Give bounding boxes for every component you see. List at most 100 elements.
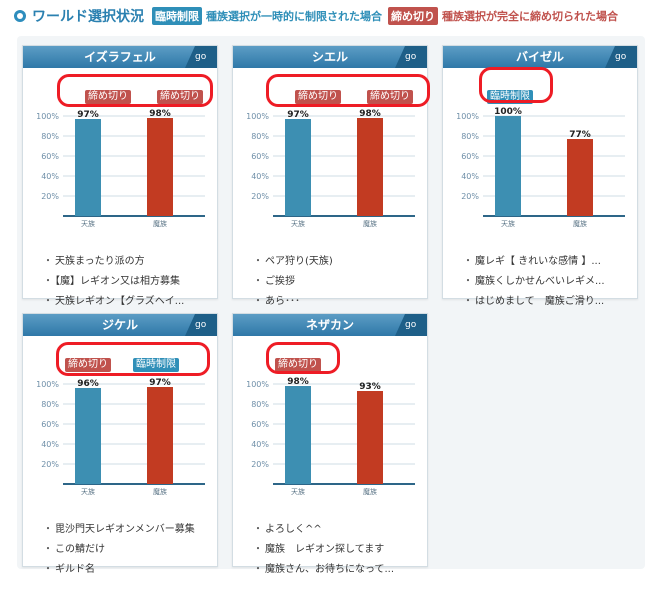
go-button[interactable]: go: [185, 314, 217, 336]
bar-value-label: 97%: [287, 110, 309, 120]
y-tick-label: 40%: [251, 440, 269, 449]
bar-value-label: 98%: [287, 377, 309, 387]
mazoku-bar: [567, 139, 593, 216]
world-name[interactable]: イズラフェル: [23, 46, 217, 68]
y-tick-label: 80%: [461, 132, 479, 141]
world-name[interactable]: ネザカン: [233, 314, 427, 336]
bar-value-label: 98%: [149, 109, 171, 119]
page-title: ワールド選択状況: [32, 9, 144, 25]
y-tick-label: 20%: [41, 460, 59, 469]
recruit-post-link[interactable]: よろしく^^: [253, 520, 423, 540]
y-tick-label: 80%: [251, 132, 269, 141]
recruit-post-link[interactable]: 魔レギ【 きれいな感情 】...: [463, 252, 633, 272]
highlight-circle: [266, 342, 340, 374]
recruit-post-link[interactable]: 魔族くしかせんべいレギメ...: [463, 272, 633, 292]
recruit-post-link[interactable]: あら･･･: [253, 292, 423, 312]
status-closed-badge: 締め切り: [295, 90, 341, 104]
legend-restricted-tag: 臨時制限: [152, 7, 202, 25]
y-tick-label: 60%: [41, 420, 59, 429]
y-tick-label: 80%: [41, 132, 59, 141]
recruit-post-list: 魔レギ【 きれいな感情 】...魔族くしかせんべいレギメ...はじめまして 魔族…: [463, 252, 633, 312]
status-closed-badge: 締め切り: [275, 358, 321, 372]
bar-value-label: 98%: [359, 109, 381, 119]
y-tick-label: 40%: [461, 172, 479, 181]
page-header: ワールド選択状況 臨時制限 種族選択が一時的に制限された場合 締め切り 種族選択…: [14, 6, 640, 26]
recruit-post-list: ペア狩り(天族)ご挨拶あら･･･: [253, 252, 423, 312]
y-tick-label: 40%: [41, 440, 59, 449]
world-card: イズラフェル go 100% 80% 60% 40% 20% 97% 天族 98% 魔族 締め切り 締め…: [22, 45, 218, 307]
recruit-post-link[interactable]: はじめまして 魔族ご滑り...: [463, 292, 633, 312]
status-closed-badge: 締め切り: [157, 90, 203, 104]
highlight-circle: [57, 74, 213, 107]
tenzoku-bar: [285, 386, 311, 484]
mazoku-bar: [147, 387, 173, 484]
x-category-label: 魔族: [363, 219, 377, 228]
legend-closed-desc: 種族選択が完全に締め切られた場合: [442, 10, 618, 23]
recruit-post-link[interactable]: 天族まったり派の方: [43, 252, 213, 272]
status-closed-badge: 締め切り: [85, 90, 131, 104]
recruit-post-link[interactable]: ギルド名: [43, 560, 213, 580]
mazoku-bar: [147, 118, 173, 216]
x-category-label: 魔族: [153, 219, 167, 228]
y-tick-label: 100%: [246, 380, 269, 389]
tenzoku-bar: [75, 119, 101, 216]
world-name[interactable]: シエル: [233, 46, 427, 68]
go-button[interactable]: go: [395, 314, 427, 336]
world-card: バイゼルgo100%80%60%40%20%100%天族77%魔族臨時制限魔レギ…: [442, 45, 638, 307]
recruit-post-link[interactable]: ペア狩り(天族): [253, 252, 423, 272]
y-tick-label: 20%: [251, 460, 269, 469]
recruit-post-link[interactable]: 魔族さん、お待ちになって...: [253, 560, 423, 580]
tenzoku-bar: [285, 119, 311, 216]
status-closed-badge: 締め切り: [65, 358, 111, 372]
y-tick-label: 100%: [36, 380, 59, 389]
recruit-post-link[interactable]: ご挨拶: [253, 272, 423, 292]
bar-value-label: 96%: [77, 379, 99, 389]
legend-closed-tag: 締め切り: [388, 7, 438, 25]
y-tick-label: 60%: [41, 152, 59, 161]
y-tick-label: 20%: [251, 192, 269, 201]
y-tick-label: 60%: [251, 152, 269, 161]
race-ratio-chart: 100% 80% 60% 40% 20% 97% 天族 98% 魔族: [36, 109, 205, 228]
go-button[interactable]: go: [605, 46, 637, 68]
recruit-post-link[interactable]: 毘沙門天レギオンメンバー募集: [43, 520, 213, 540]
y-tick-label: 60%: [251, 420, 269, 429]
highlight-circle: [56, 342, 210, 376]
recruit-post-list: よろしく^^魔族 レギオン探してます魔族さん、お待ちになって...: [253, 520, 423, 580]
x-category-label: 天族: [291, 487, 305, 496]
recruit-post-link[interactable]: 【魔】レギオン又は相方募集: [43, 272, 213, 292]
tenzoku-bar: [75, 388, 101, 484]
world-name[interactable]: ジケル: [23, 314, 217, 336]
x-category-label: 天族: [81, 487, 95, 496]
status-closed-badge: 締め切り: [367, 90, 413, 104]
y-tick-label: 20%: [41, 192, 59, 201]
mazoku-bar: [357, 118, 383, 216]
highlight-circle: [479, 67, 553, 103]
recruit-post-list: 毘沙門天レギオンメンバー募集この鯖だけギルド名: [43, 520, 213, 580]
status-restricted-badge: 臨時制限: [133, 358, 179, 372]
go-button[interactable]: go: [395, 46, 427, 68]
recruit-post-link[interactable]: 天族レギオン【グラズヘイ...: [43, 292, 213, 312]
x-category-label: 天族: [81, 219, 95, 228]
highlight-circle: [266, 74, 430, 107]
recruit-post-link[interactable]: この鯖だけ: [43, 540, 213, 560]
y-tick-label: 100%: [246, 112, 269, 121]
world-name[interactable]: バイゼル: [443, 46, 637, 68]
x-category-label: 天族: [291, 219, 305, 228]
tenzoku-bar: [495, 116, 521, 216]
race-ratio-chart: 100% 80% 60% 40% 20% 98% 天族 93% 魔族: [246, 377, 415, 496]
y-tick-label: 80%: [41, 400, 59, 409]
recruit-post-link[interactable]: 魔族 レギオン探してます: [253, 540, 423, 560]
y-tick-label: 80%: [251, 400, 269, 409]
bar-value-label: 97%: [149, 378, 171, 388]
go-button[interactable]: go: [185, 46, 217, 68]
x-category-label: 魔族: [573, 219, 587, 228]
y-tick-label: 60%: [461, 152, 479, 161]
y-tick-label: 100%: [456, 112, 479, 121]
y-tick-label: 100%: [36, 112, 59, 121]
race-ratio-chart: 100% 80% 60% 40% 20% 100% 天族 77% 魔族: [456, 107, 625, 228]
legend-restricted-desc: 種族選択が一時的に制限された場合: [206, 10, 382, 23]
y-tick-label: 40%: [41, 172, 59, 181]
